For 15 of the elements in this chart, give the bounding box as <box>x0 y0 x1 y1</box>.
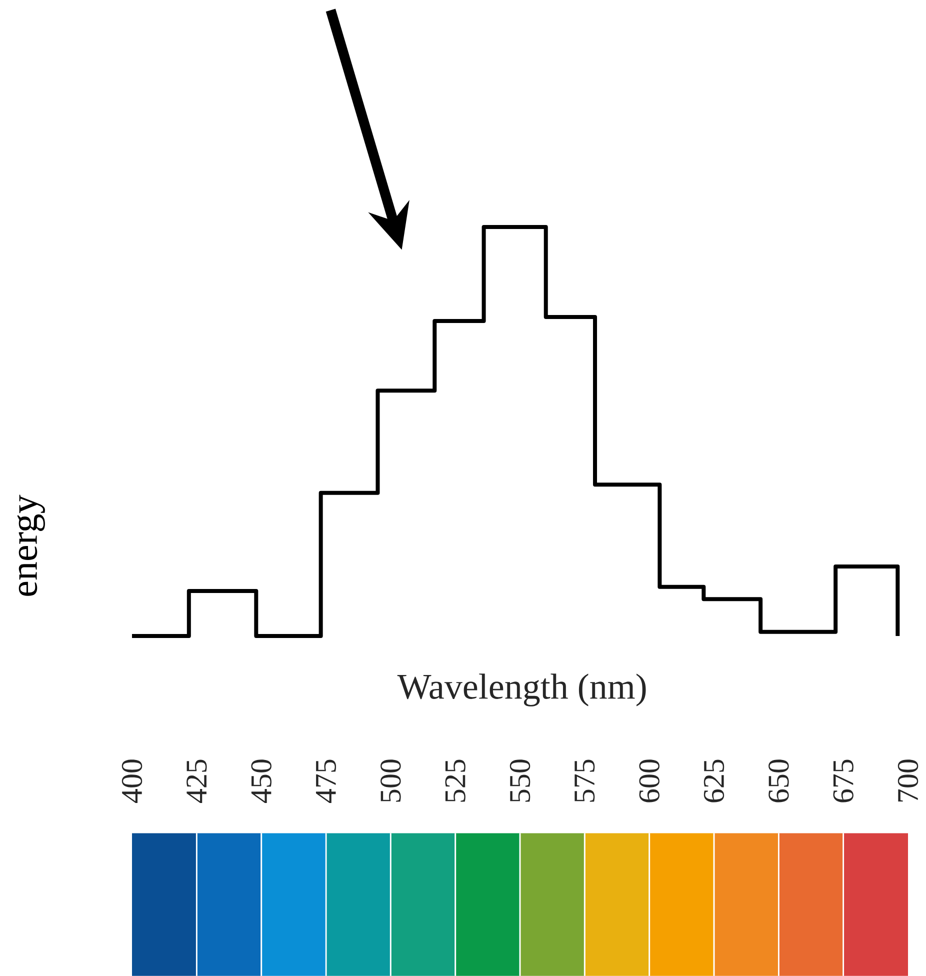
x-tick-label: 675 <box>833 760 854 802</box>
x-tick-label: 450 <box>251 760 272 803</box>
x-tick-label: 650 <box>768 760 789 802</box>
x-tick-label: 500 <box>380 760 401 802</box>
x-tick-label: 525 <box>445 760 466 802</box>
x-axis-title: Wavelength (nm) <box>397 674 646 706</box>
x-tick-label: 425 <box>186 760 207 803</box>
x-tick-label: 700 <box>898 760 918 802</box>
x-tick-label: 625 <box>704 760 724 802</box>
x-tick-label: 400 <box>122 760 142 803</box>
x-tick-label: 600 <box>639 760 660 802</box>
x-tick-label: 575 <box>574 760 595 802</box>
x-tick-label: 550 <box>510 760 530 802</box>
x-tick-label: 475 <box>316 760 336 803</box>
y-axis-title: energy <box>17 494 45 596</box>
